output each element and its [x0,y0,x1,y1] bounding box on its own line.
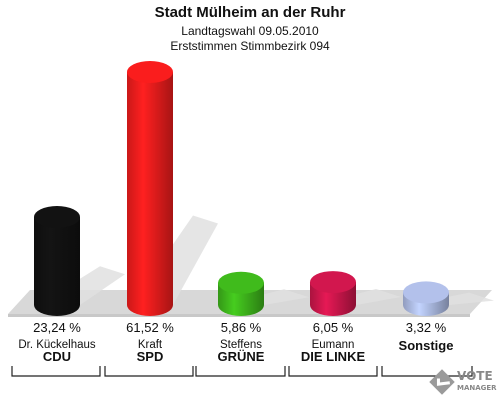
candidate-name: Eumann [311,339,355,351]
logo-subtext: MANAGER [457,384,497,392]
candidate-name: Steffens [220,339,262,351]
value-label: 6,05 % [312,320,354,335]
party-label: Sonstige [398,338,454,353]
bar-top-linke [310,271,356,294]
votemanager-logo [429,369,455,395]
bar-top-cdu [34,205,80,228]
chart-subtitle-2: Erststimmen Stimmbezirk 094 [170,39,330,53]
category-bracket [195,366,286,377]
category-bracket [288,366,378,377]
value-label: 5,86 % [220,320,262,335]
value-label: 3,32 % [405,320,447,335]
candidate-name: Dr. Kückelhaus [18,339,96,351]
category-bracket [11,366,101,377]
bar-spd [127,72,173,316]
candidate-name: Kraft [137,339,163,351]
chart-title: Stadt Mülheim an der Ruhr [154,4,346,21]
bar-top-gruene [218,271,264,294]
bar-cdu [34,216,80,316]
logo-text: VOTE [457,369,493,383]
category-bracket [381,366,473,377]
value-label: 23,24 % [33,320,81,335]
party-label: DIE LINKE [300,349,366,364]
party-label: SPD [136,349,164,364]
party-label: GRÜNE [217,349,265,364]
category-bracket [104,366,194,377]
value-label: 61,52 % [126,320,174,335]
chart-subtitle: Landtagswahl 09.05.2010 [181,24,319,38]
bar-top-spd [127,61,173,83]
bar-top-sonstige [403,281,449,304]
party-label: CDU [42,349,72,364]
